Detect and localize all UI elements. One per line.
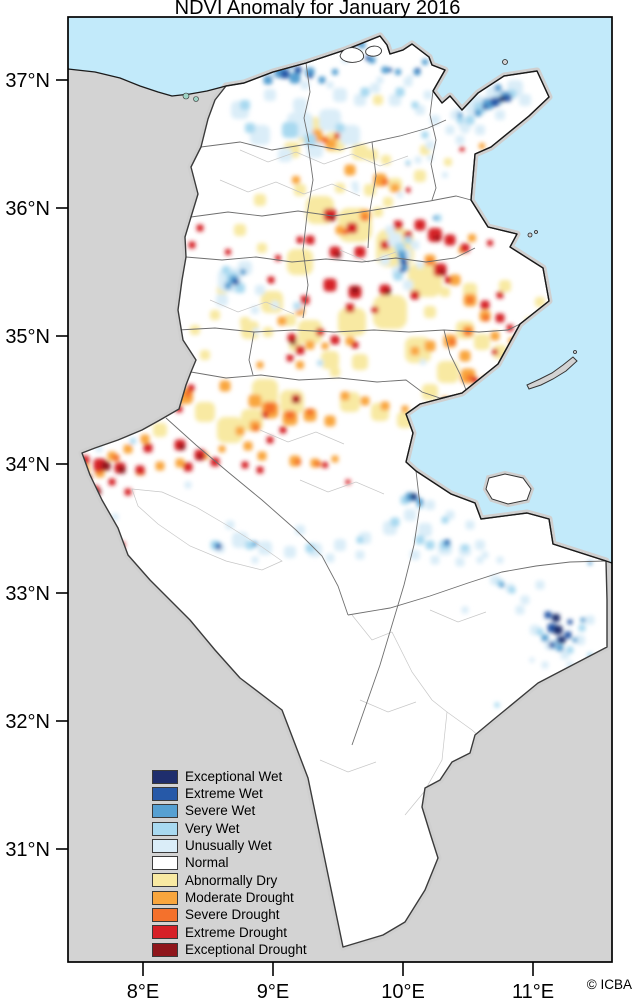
lake [193, 96, 199, 102]
legend-item: Unusually Wet [152, 837, 307, 854]
page-title: NDVI Anomaly for January 2016 [174, 0, 461, 19]
legend-item: Extreme Wet [152, 785, 307, 802]
legend-item: Moderate Drought [152, 889, 307, 906]
lake [365, 45, 382, 57]
islet [502, 59, 508, 65]
lat-tick-label: 37°N [5, 70, 50, 92]
legend-swatch [152, 873, 178, 888]
kerkennah-islands [526, 356, 578, 390]
legend-label: Unusually Wet [185, 838, 272, 854]
anomaly-blobs [82, 37, 604, 708]
lat-tick-label: 33°N [5, 583, 50, 605]
legend-item: Severe Wet [152, 803, 307, 820]
delegation-borders [131, 149, 493, 816]
legend-swatch [152, 821, 178, 836]
legend: Exceptional Wet Extreme Wet Severe Wet V… [152, 768, 307, 958]
legend-item: Exceptional Drought [152, 941, 307, 958]
attribution: © ICBA [586, 977, 632, 992]
lon-tick-label: 9°E [257, 981, 289, 1003]
legend-label: Normal [185, 855, 229, 871]
axes: 37°N 36°N 35°N 34°N 33°N 32°N 31°N 8°E 9°E 10°E 11… [5, 70, 554, 1003]
lat-tick-label: 32°N [5, 711, 50, 733]
lon-tick-label: 8°E [127, 981, 159, 1003]
lat-tick-label: 31°N [5, 839, 50, 861]
legend-swatch [152, 856, 178, 871]
islet [527, 232, 533, 238]
legend-item: Normal [152, 854, 307, 871]
legend-swatch [152, 908, 178, 923]
islet [534, 230, 538, 234]
legend-item: Very Wet [152, 820, 307, 837]
tunisia-land [82, 36, 607, 947]
islet [573, 350, 577, 354]
lat-tick-label: 35°N [5, 326, 50, 348]
legend-swatch [152, 925, 178, 940]
governorate-borders [165, 62, 607, 746]
legend-label: Abnormally Dry [185, 872, 278, 888]
lon-tick-label: 11°E [512, 981, 554, 1003]
lake [182, 92, 190, 100]
legend-label: Very Wet [185, 820, 240, 836]
legend-item: Exceptional Wet [152, 768, 307, 785]
legend-label: Exceptional Drought [185, 941, 307, 957]
legend-item: Extreme Drought [152, 924, 307, 941]
sea [68, 17, 612, 563]
legend-label: Moderate Drought [185, 889, 294, 905]
legend-label: Extreme Wet [185, 786, 263, 802]
legend-item: Abnormally Dry [152, 872, 307, 889]
legend-swatch [152, 890, 178, 905]
legend-item: Severe Drought [152, 906, 307, 923]
legend-swatch [152, 786, 178, 801]
coastline [67, 35, 613, 564]
legend-label: Severe Wet [185, 803, 256, 819]
legend-label: Exceptional Wet [185, 768, 283, 784]
djerba-island [485, 473, 532, 505]
legend-swatch [152, 769, 178, 784]
lake [339, 47, 365, 63]
legend-swatch [152, 804, 178, 819]
lat-tick-label: 36°N [5, 198, 50, 220]
legend-label: Severe Drought [185, 907, 280, 923]
lat-tick-label: 34°N [5, 454, 50, 476]
legend-swatch [152, 838, 178, 853]
legend-label: Extreme Drought [185, 924, 288, 940]
plot-frame [67, 16, 613, 963]
legend-swatch [152, 942, 178, 957]
lon-tick-label: 10°E [381, 981, 425, 1003]
